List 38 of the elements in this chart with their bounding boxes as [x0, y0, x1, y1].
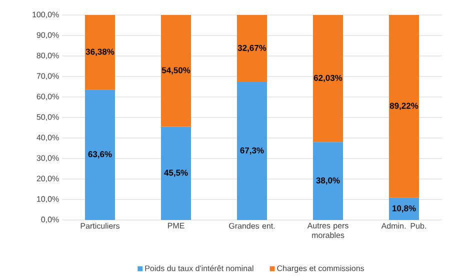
legend-label: Poids du taux d'intérêt nominal — [145, 265, 254, 272]
y-tick-label: 90,0% — [36, 32, 59, 39]
data-label: 32,67% — [238, 44, 266, 52]
bar — [161, 14, 192, 127]
y-tick-label: 0,0% — [41, 216, 59, 224]
bar — [313, 142, 343, 220]
bar — [389, 14, 419, 198]
data-label: 36,38% — [86, 48, 114, 56]
y-tick-label: 30,0% — [36, 155, 59, 162]
bar — [85, 90, 116, 220]
data-label: 63,6% — [88, 151, 112, 158]
y-tick-label: 10,0% — [37, 196, 59, 203]
bar — [237, 82, 267, 220]
x-tick-label: Admin. Pub. — [381, 222, 426, 229]
y-tick-label: 20,0% — [36, 176, 59, 182]
x-tick-label: Grandes ent. — [229, 222, 275, 229]
y-tick-label: 100,0% — [32, 12, 59, 18]
y-tick-label: 50,0% — [36, 114, 59, 121]
bar — [237, 15, 267, 82]
y-tick-label: 40,0% — [36, 134, 59, 142]
data-label: 54,50% — [162, 67, 190, 74]
data-label: 10,8% — [392, 205, 416, 213]
bar — [161, 126, 192, 220]
bar — [85, 15, 116, 90]
data-label: 89,22% — [390, 102, 418, 110]
bar — [389, 198, 419, 220]
data-label: 38,0% — [316, 177, 340, 185]
bar — [313, 14, 343, 142]
legend-label: Charges et commissions — [277, 265, 364, 273]
x-tick-label: Autres pers morables — [307, 222, 348, 238]
data-label: 45,5% — [164, 170, 188, 177]
y-tick-label: 70,0% — [36, 73, 59, 80]
x-tick-label: Particuliers — [80, 222, 120, 229]
x-tick-label: PME — [168, 222, 184, 228]
data-label: 67,3% — [240, 147, 264, 155]
y-tick-label: 60,0% — [36, 94, 59, 100]
y-tick-label: 80,0% — [36, 52, 59, 60]
data-label: 62,03% — [314, 74, 342, 82]
